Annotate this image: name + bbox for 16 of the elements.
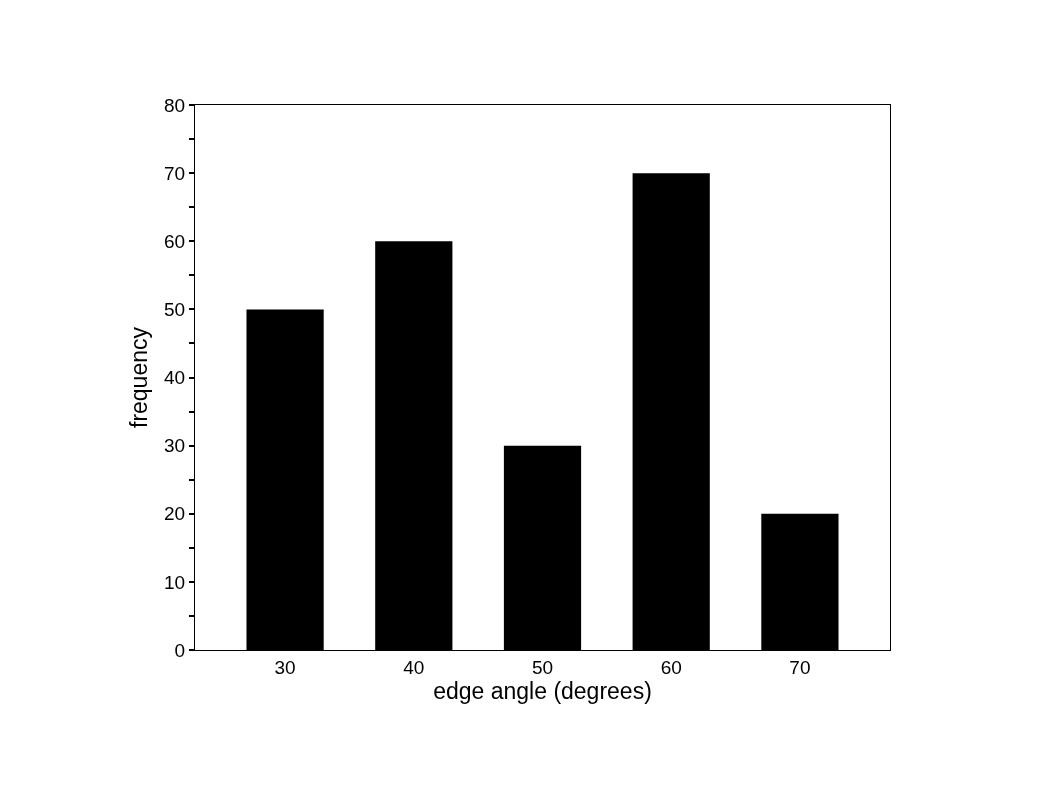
- y-axis-title: frequency: [125, 326, 152, 429]
- y-tick-label: 40: [164, 367, 186, 389]
- y-tick-label: 20: [164, 503, 186, 525]
- x-axis-title: edge angle (degrees): [433, 677, 652, 704]
- y-tick-label: 10: [164, 571, 186, 593]
- x-tick-label: 30: [274, 656, 296, 678]
- x-tick-label: 70: [789, 656, 811, 678]
- x-tick-label: 40: [403, 656, 425, 678]
- x-tick-label: 50: [531, 656, 554, 678]
- y-tick-label: 30: [164, 435, 186, 457]
- y-tick-label: 70: [164, 162, 186, 184]
- y-tick-label: 0: [174, 639, 186, 661]
- y-tick-label: 50: [164, 299, 186, 321]
- y-tick-label: 80: [164, 94, 186, 116]
- y-tick-label: 60: [164, 230, 186, 252]
- x-tick-label: 60: [660, 656, 682, 678]
